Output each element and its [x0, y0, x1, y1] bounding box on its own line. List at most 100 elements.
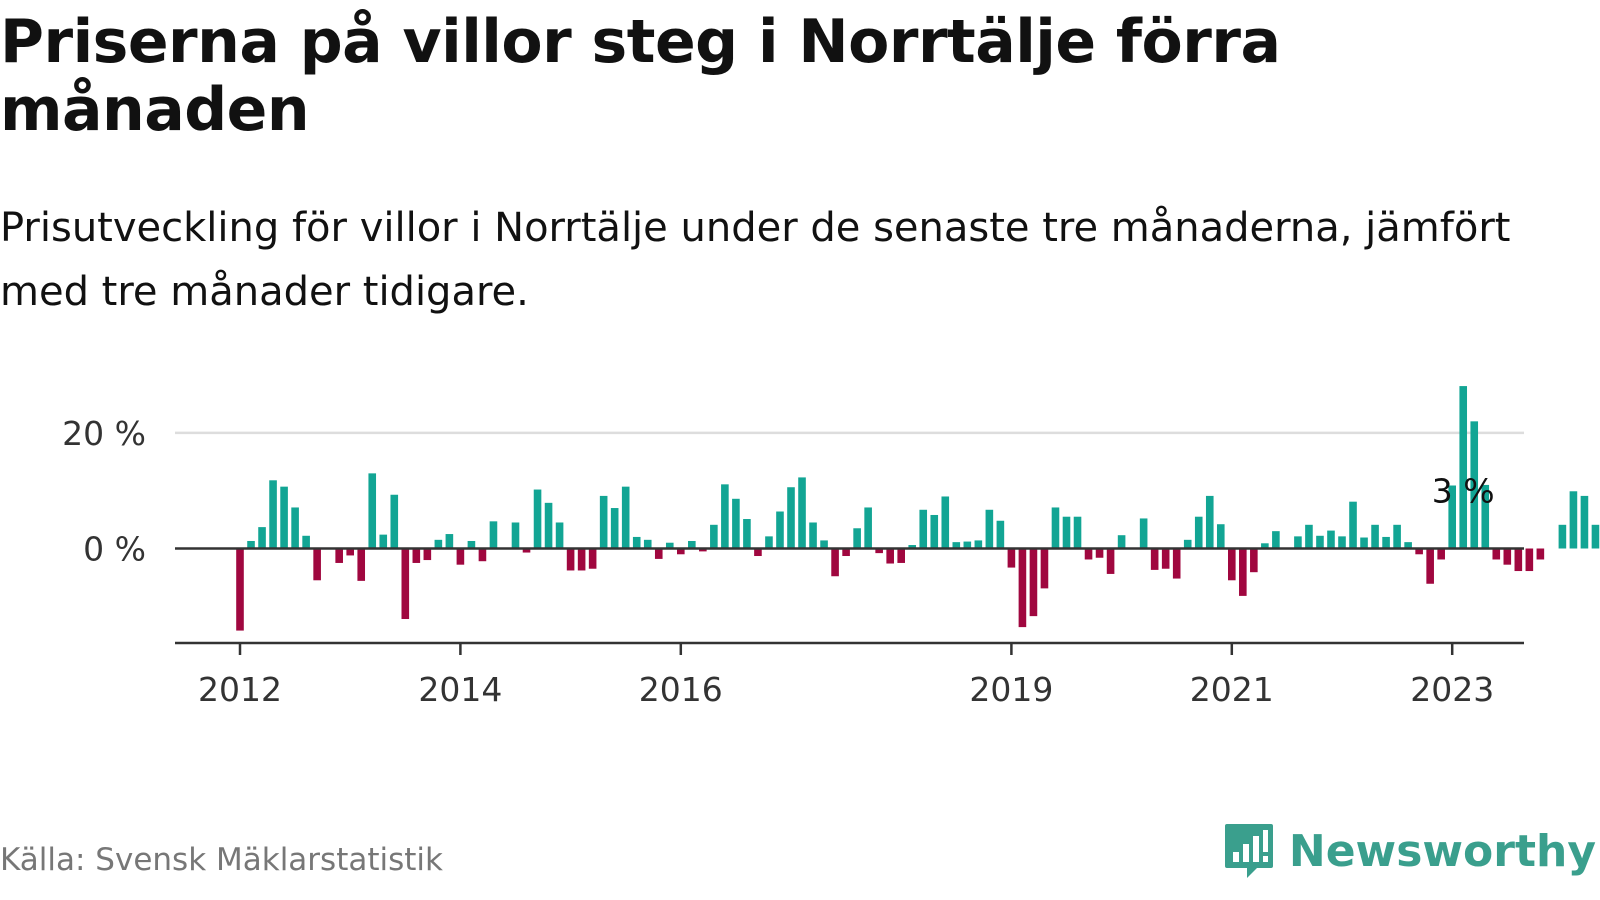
bar [864, 507, 872, 549]
bar [1073, 516, 1082, 549]
bar [368, 473, 377, 549]
bar [1150, 548, 1159, 570]
bar [1569, 491, 1578, 549]
bar [566, 548, 575, 571]
bar [1371, 524, 1379, 549]
bar [588, 548, 597, 569]
bar [1095, 548, 1104, 558]
bar [489, 521, 498, 549]
bars [236, 386, 1600, 631]
bar [654, 548, 663, 559]
axes [175, 547, 1524, 655]
bar [1261, 543, 1269, 549]
bar [820, 540, 828, 549]
bar [1591, 524, 1600, 549]
bar [1216, 524, 1225, 549]
bar [754, 548, 762, 557]
bar [1426, 548, 1434, 584]
bar [390, 494, 399, 549]
x-tick-label: 2021 [1190, 670, 1274, 709]
x-tick-label: 2023 [1410, 670, 1494, 709]
bar [1404, 542, 1412, 549]
bar [401, 548, 410, 620]
bar [1007, 548, 1016, 568]
bar [511, 522, 520, 549]
bar [886, 548, 894, 564]
bar [291, 507, 299, 549]
bar [302, 535, 310, 549]
bar-chart: 20 % 0 % 2012 2014 2016 2019 2021 2023 3 % [62, 386, 1600, 709]
bar [765, 536, 773, 549]
source-note: Källa: Svensk Mäklarstatistik [0, 842, 443, 878]
bar [280, 486, 288, 549]
bar [1117, 535, 1126, 549]
bar [423, 548, 432, 561]
bar [710, 524, 718, 549]
bar [699, 548, 707, 552]
bar [688, 540, 696, 549]
bar [456, 548, 465, 565]
bar [1327, 530, 1335, 549]
bar [1415, 548, 1423, 555]
bar [941, 496, 950, 549]
bar [1349, 501, 1357, 549]
bar [1205, 495, 1214, 549]
bar [1437, 548, 1445, 560]
bar [1382, 536, 1390, 549]
x-tick-label: 2019 [969, 670, 1053, 709]
bar [1448, 485, 1456, 549]
bar [897, 548, 905, 563]
bar [1338, 536, 1346, 549]
y-tick-label: 0 % [83, 530, 146, 569]
bar [1139, 518, 1148, 549]
tick-labels: 20 % 0 % 2012 2014 2016 2019 2021 2023 3 % [62, 414, 1494, 709]
bar [313, 548, 321, 581]
bar [1360, 537, 1368, 549]
bar [269, 480, 277, 549]
bar [853, 528, 861, 549]
bar [621, 486, 630, 549]
bar [985, 509, 994, 549]
bar [1172, 548, 1181, 579]
bar [831, 548, 839, 577]
bar [787, 487, 795, 549]
bar [1294, 536, 1302, 549]
brand-name: Newsworthy [1288, 825, 1596, 877]
bar [577, 548, 586, 571]
bar [919, 509, 928, 549]
bar [963, 541, 972, 549]
bar [555, 522, 564, 549]
newsworthy-logo-icon [1224, 824, 1273, 878]
bar [379, 534, 388, 549]
bar [1393, 524, 1401, 549]
y-tick-label: 20 % [62, 414, 146, 453]
bar [908, 545, 917, 549]
bar [677, 548, 685, 555]
bar [1558, 524, 1567, 549]
bar [236, 548, 244, 631]
bar [996, 520, 1005, 549]
bar [1305, 524, 1313, 549]
bar [1228, 548, 1236, 581]
x-tick-label: 2012 [198, 670, 282, 709]
bar [743, 519, 751, 549]
bar [1194, 516, 1203, 549]
bar [1051, 507, 1060, 549]
bar [1018, 548, 1027, 628]
bar [544, 502, 553, 549]
bar [478, 548, 487, 562]
bar [533, 489, 542, 549]
bar [434, 539, 443, 549]
bar [1250, 548, 1258, 573]
bar [599, 495, 608, 549]
bar [1316, 535, 1324, 549]
bar [346, 548, 354, 556]
bar [665, 542, 674, 549]
bar [357, 548, 366, 581]
bar [1084, 548, 1093, 560]
bar [1525, 548, 1534, 572]
bar [258, 527, 266, 549]
bar [732, 498, 740, 549]
bar [1062, 516, 1071, 549]
bar [1272, 531, 1280, 549]
